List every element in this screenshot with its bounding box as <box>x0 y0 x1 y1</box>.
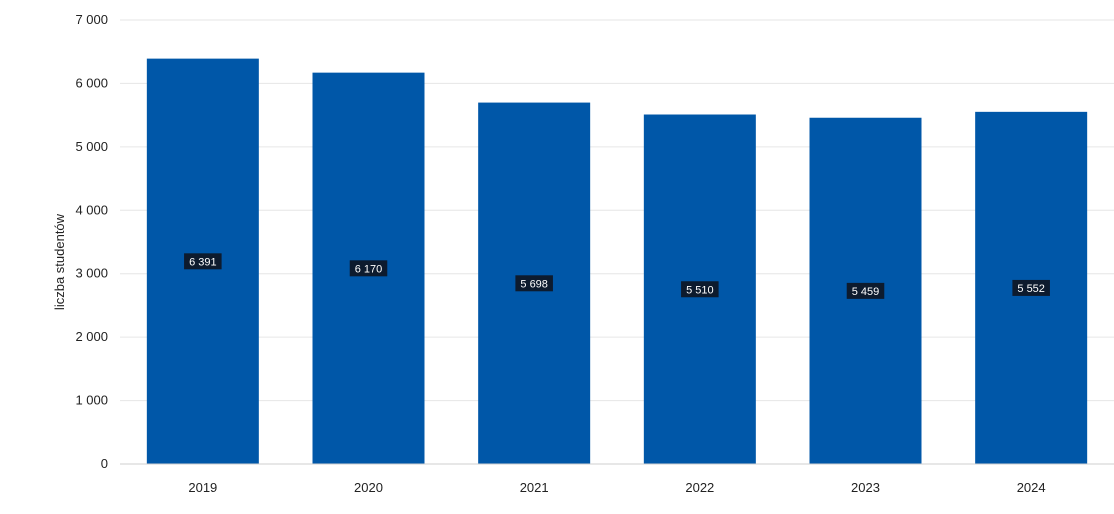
y-tick-label: 4 000 <box>75 202 108 217</box>
data-label-2022: 5 510 <box>681 281 719 298</box>
data-label-2024: 5 552 <box>1012 279 1050 296</box>
x-tick-label: 2024 <box>1017 480 1046 495</box>
x-tick-label: 2022 <box>685 480 714 495</box>
data-label-text: 5 510 <box>686 284 714 296</box>
x-axis-tick-labels: 2019 2020 2021 2022 2023 2024 <box>188 480 1045 495</box>
data-label-text: 6 170 <box>355 263 383 275</box>
data-label-2023: 5 459 <box>846 282 885 299</box>
data-label-text: 6 391 <box>189 256 217 268</box>
y-tick-label: 7 000 <box>75 12 108 27</box>
x-tick-label: 2023 <box>851 480 880 495</box>
data-label-2021: 5 698 <box>515 275 553 292</box>
data-label-background <box>846 282 885 299</box>
gridlines <box>120 19 1114 402</box>
y-axis-title: liczba studentów <box>52 213 67 310</box>
data-labels: 6 391 6 170 5 698 5 510 5 459 5 552 <box>184 253 1050 299</box>
y-tick-label: 3 000 <box>75 266 108 281</box>
data-label-text: 5 459 <box>852 286 880 298</box>
y-axis-tick-labels: 0 1 000 2 000 3 000 4 000 5 000 6 000 7 000 <box>75 12 108 471</box>
y-tick-label: 5 000 <box>75 139 108 154</box>
data-label-text: 5 698 <box>520 278 548 290</box>
y-tick-label: 6 000 <box>75 75 108 90</box>
x-tick-label: 2021 <box>520 480 549 495</box>
bars <box>146 58 1088 465</box>
y-tick-label: 1 000 <box>75 393 108 408</box>
data-label-background <box>1012 279 1050 296</box>
x-tick-label: 2020 <box>354 480 383 495</box>
data-label-text: 5 552 <box>1017 283 1045 295</box>
y-tick-label: 0 <box>101 456 108 471</box>
data-label-2020: 6 170 <box>349 260 388 277</box>
y-tick-label: 2 000 <box>75 329 108 344</box>
data-label-background <box>349 260 388 277</box>
data-label-background <box>515 275 553 292</box>
x-tick-label: 2019 <box>188 480 217 495</box>
data-label-background <box>184 253 222 270</box>
data-label-2019: 6 391 <box>184 253 222 270</box>
data-label-background <box>681 281 719 298</box>
